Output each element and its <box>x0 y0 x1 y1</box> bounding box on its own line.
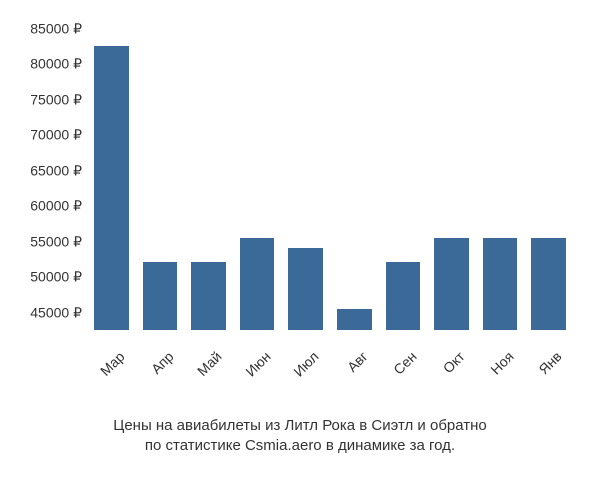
bars-container <box>90 10 570 330</box>
bar <box>191 262 226 330</box>
y-tick-label: 90000 ₽ <box>30 0 90 2</box>
chart-caption: Цены на авиабилеты из Литл Рока в Сиэтл … <box>20 416 580 457</box>
bar <box>143 262 178 330</box>
bar <box>288 248 323 330</box>
bar <box>94 46 129 330</box>
y-tick-label: 65000 ₽ <box>30 162 90 179</box>
y-tick-label: 70000 ₽ <box>30 127 90 144</box>
caption-line-2: по статистике Csmia.aero в динамике за г… <box>145 437 455 454</box>
x-tick-label: Янв <box>541 336 600 403</box>
y-tick-label: 55000 ₽ <box>30 233 90 250</box>
y-tick-label: 50000 ₽ <box>30 269 90 286</box>
y-tick-label: 45000 ₽ <box>30 305 90 322</box>
bar <box>483 238 518 330</box>
y-tick-label: 85000 ₽ <box>30 20 90 37</box>
caption-line-1: Цены на авиабилеты из Литл Рока в Сиэтл … <box>113 417 487 434</box>
bar <box>337 309 372 330</box>
bar <box>531 238 566 330</box>
bar <box>240 238 275 330</box>
bar <box>386 262 421 330</box>
y-tick-label: 75000 ₽ <box>30 91 90 108</box>
x-axis-labels: МарАпрМайИюнИюлАвгСенОктНояЯнв <box>90 336 570 396</box>
price-bar-chart: 45000 ₽ 50000 ₽ 55000 ₽ 60000 ₽ 65000 ₽ 70000… <box>0 0 600 500</box>
bar <box>434 238 469 330</box>
y-tick-label: 80000 ₽ <box>30 56 90 73</box>
plot-area: 45000 ₽50000 ₽55000 ₽60000 ₽65000 ₽70000… <box>90 10 570 330</box>
y-tick-label: 60000 ₽ <box>30 198 90 215</box>
